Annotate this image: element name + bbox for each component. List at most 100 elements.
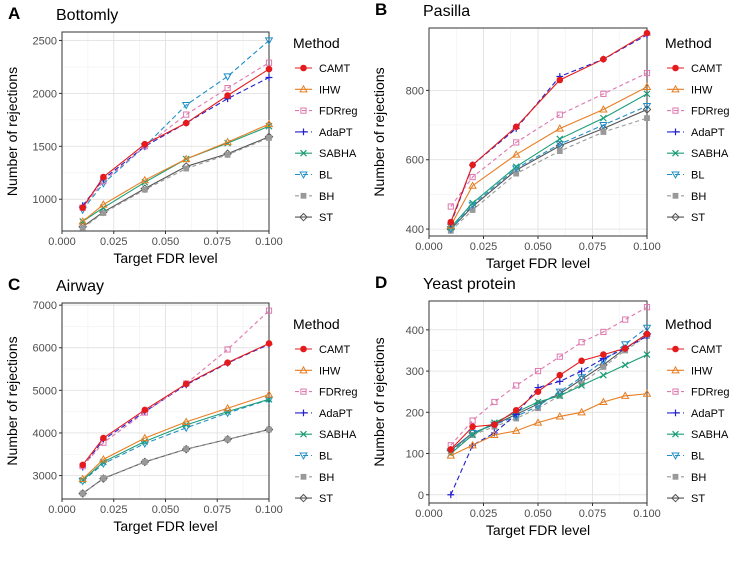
legend-marker-camt [300, 64, 307, 72]
legend-marker-bl [671, 171, 680, 179]
data-point-adapt [556, 377, 564, 385]
panel-letter: D [375, 273, 387, 292]
y-tick-label: 4000 [33, 428, 57, 440]
legend-title: Method [293, 35, 340, 51]
series-layer [78, 37, 274, 232]
panel-title: Yeast protein [423, 276, 516, 293]
data-point-camt [512, 406, 520, 414]
x-tick-label: 0.000 [48, 236, 76, 248]
data-point-bh [100, 475, 107, 482]
data-point-fdrreg [622, 316, 629, 323]
series-layer [78, 307, 274, 498]
panel-letter: C [8, 275, 20, 294]
legend-marker-sabha [672, 430, 679, 438]
x-tick-label: 0.075 [203, 504, 231, 516]
data-point-fdrreg [469, 417, 476, 424]
series-line-fdrreg [450, 72, 648, 207]
legend-label-fdrreg: FDRreg [319, 387, 358, 399]
data-point-sabha [578, 382, 586, 389]
series-line-camt [450, 333, 648, 450]
y-tick-label: 100 [406, 449, 424, 461]
data-point-ihw [140, 175, 150, 184]
legend-marker-fdrreg [672, 388, 679, 395]
data-point-camt [643, 29, 651, 37]
y-tick-label: 400 [406, 224, 424, 236]
legend-label-bl: BL [691, 451, 704, 463]
y-axis-label: Number of rejections [4, 336, 20, 465]
x-tick-label: 0.075 [579, 241, 607, 253]
legend: Method CAMT IHW FDRreg AdaPT SABHA BL BH ST [665, 35, 730, 224]
data-point-camt [469, 423, 476, 431]
series-line-bh [82, 137, 270, 229]
panel-title: Pasilla [423, 3, 470, 20]
y-tick-label: 7000 [33, 300, 57, 312]
data-point-adapt [447, 491, 455, 499]
panel-title: Airway [56, 278, 104, 295]
data-point-bl [599, 122, 608, 130]
data-point-camt [512, 123, 520, 131]
x-tick-label: 0.025 [470, 241, 498, 253]
data-point-camt [447, 446, 455, 453]
legend-marker-st [671, 493, 680, 503]
data-point-ihw [468, 181, 477, 189]
data-point-adapt [578, 367, 585, 375]
legend-label-bh: BH [691, 191, 706, 203]
legend-label-bh: BH [319, 191, 334, 203]
legend-marker-bh [672, 473, 679, 480]
x-axis-label: Target FDR level [113, 250, 217, 266]
data-point-ihw [555, 412, 565, 420]
y-tick-label: 3000 [33, 471, 57, 483]
data-point-ihw [533, 418, 543, 426]
data-point-sabha [534, 398, 542, 406]
series-line-sabha [450, 93, 648, 228]
legend-label-st: ST [691, 493, 705, 505]
data-point-ihw [181, 417, 191, 425]
legend-label-bl: BL [319, 451, 332, 463]
data-point-fdrreg [643, 304, 651, 311]
data-point-bh [600, 129, 607, 135]
data-point-camt [447, 218, 455, 226]
legend-marker-sabha [672, 149, 679, 157]
data-point-bl [223, 73, 232, 81]
data-point-fdrreg [447, 203, 454, 210]
legend-label-ihw: IHW [319, 84, 341, 96]
series-line-bh [450, 335, 648, 452]
x-tick-label: 0.050 [152, 504, 180, 516]
legend-label-adapt: AdaPT [319, 408, 353, 420]
legend-label-bl: BL [691, 170, 704, 182]
legend-marker-bl [671, 452, 680, 460]
y-tick-label: 400 [406, 325, 424, 337]
series-line-ihw [450, 393, 648, 457]
data-point-camt [534, 388, 542, 395]
data-point-ihw [140, 433, 150, 442]
legend-marker-adapt [672, 409, 679, 417]
data-point-camt [265, 340, 273, 347]
data-point-ihw [490, 430, 499, 439]
series-layer [446, 29, 652, 234]
data-point-fdrreg [265, 307, 273, 314]
data-point-bh [556, 148, 563, 154]
series-line-sabha [450, 354, 648, 454]
y-tick-label: 5000 [33, 385, 57, 397]
legend-marker-fdrreg [300, 388, 307, 395]
x-tick-label: 0.000 [415, 508, 443, 520]
data-point-camt [141, 406, 149, 414]
panel-title: Bottomly [56, 7, 118, 24]
data-point-bh [79, 224, 86, 231]
data-point-camt [643, 330, 651, 338]
data-point-ihw [599, 397, 608, 406]
legend-label-st: ST [319, 493, 333, 505]
data-point-sabha [556, 392, 564, 400]
data-point-ihw [511, 426, 521, 434]
data-point-bl [264, 37, 274, 45]
legend-marker-fdrreg [672, 107, 679, 114]
legend-label-bl: BL [319, 170, 332, 182]
data-point-ihw [446, 451, 456, 459]
series-line-sabha [82, 125, 270, 222]
x-tick-label: 0.050 [152, 236, 180, 248]
legend-label-fdrreg: FDRreg [319, 106, 358, 118]
x-tick-label: 0.075 [203, 236, 231, 248]
data-point-fdrreg [513, 139, 520, 146]
data-point-fdrreg [183, 111, 190, 118]
data-point-ihw [99, 454, 108, 463]
